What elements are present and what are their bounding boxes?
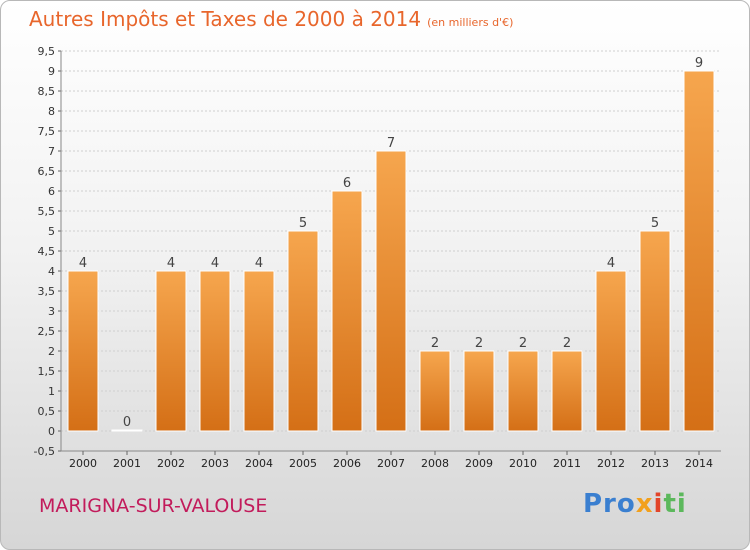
bar-2004 [243, 270, 275, 432]
data-label-2005: 5 [299, 216, 307, 231]
bar-2013 [639, 230, 671, 432]
y-tick-label: 6,5 [38, 165, 56, 178]
y-tick-label: -0,5 [34, 445, 55, 458]
y-tick-label: 4 [48, 265, 55, 278]
data-labels: 4 0 4 4 4 5 6 7 2 2 2 2 4 5 9 [79, 56, 703, 430]
data-label-2008: 2 [431, 336, 439, 351]
y-tick-label: 5,5 [38, 205, 56, 218]
bar-2005 [287, 230, 319, 432]
y-tick-label: 8,5 [38, 85, 56, 98]
commune-name: MARIGNA-SUR-VALOUSE [39, 495, 268, 517]
bar-2000 [67, 270, 99, 432]
data-label-2007: 7 [387, 136, 395, 151]
bar-2011 [551, 350, 583, 432]
x-tick-label-2002: 2002 [157, 457, 185, 470]
x-tick-label-2008: 2008 [421, 457, 449, 470]
logo-part: i [653, 489, 664, 519]
y-tick-label: 2,5 [38, 325, 56, 338]
bar-2003 [199, 270, 231, 432]
data-label-2004: 4 [255, 256, 263, 271]
x-tick-label-2010: 2010 [509, 457, 537, 470]
y-tick-label: 0 [48, 425, 55, 438]
x-tick-label-2014: 2014 [685, 457, 713, 470]
bar-2010 [507, 350, 539, 432]
x-tick-label-2013: 2013 [641, 457, 669, 470]
x-tick-labels: 2000 2001 2002 2003 2004 2005 2006 2007 2008 2009… [69, 457, 713, 470]
y-tick-label: 3 [48, 305, 55, 318]
axes [60, 51, 721, 455]
data-label-2010: 2 [519, 336, 527, 351]
y-tick-label: 2 [48, 345, 55, 358]
y-tick-label: 8 [48, 105, 55, 118]
logo-part: x [635, 489, 654, 519]
y-tick-label: 9 [48, 65, 55, 78]
y-tick-label: 7 [48, 145, 55, 158]
x-tick-label-2003: 2003 [201, 457, 229, 470]
x-tick-label-2005: 2005 [289, 457, 317, 470]
bar-2007 [375, 150, 407, 432]
y-tick-label: 4,5 [38, 245, 56, 258]
x-tick-label-2000: 2000 [69, 457, 97, 470]
data-label-2002: 4 [167, 256, 175, 271]
data-label-2009: 2 [475, 336, 483, 351]
data-label-2013: 5 [651, 216, 659, 231]
chart-title: Autres Impôts et Taxes de 2000 à 2014 (en… [29, 7, 513, 31]
x-tick-label-2009: 2009 [465, 457, 493, 470]
y-tick-label: 1 [48, 385, 55, 398]
data-label-2012: 4 [607, 256, 615, 271]
x-tick-label-2012: 2012 [597, 457, 625, 470]
x-tick-label-2006: 2006 [333, 457, 361, 470]
bar-2014 [683, 70, 715, 432]
bar-2009 [463, 350, 495, 432]
logo-part: ti [663, 489, 687, 519]
x-tick-label-2004: 2004 [245, 457, 273, 470]
data-label-2000: 4 [79, 256, 87, 271]
x-tick-label-2007: 2007 [377, 457, 405, 470]
data-label-2011: 2 [563, 336, 571, 351]
logo-part: Pro [583, 489, 636, 519]
y-tick-labels: -0,5 0 0,5 1 1,5 2 2,5 3 3,5 4 4,5 5 5,5 6 6,5 7 7,5 8 8,5… [34, 45, 55, 458]
bar-2012 [595, 270, 627, 432]
y-tick-label: 7,5 [38, 125, 56, 138]
data-label-2003: 4 [211, 256, 219, 271]
data-label-2001: 0 [123, 415, 131, 430]
y-tick-label: 6 [48, 185, 55, 198]
x-tick-label-2011: 2011 [553, 457, 581, 470]
x-tick-label-2001: 2001 [113, 457, 141, 470]
proxiti-logo[interactable]: Proxiti [583, 489, 687, 519]
y-tick-label: 0,5 [38, 405, 56, 418]
bar-2001 [111, 429, 143, 432]
chart-title-text: Autres Impôts et Taxes de 2000 à 2014 [29, 7, 422, 31]
bar-2006 [331, 190, 363, 432]
bar-2002 [155, 270, 187, 432]
y-tick-label: 1,5 [38, 365, 56, 378]
bars [67, 70, 715, 432]
bar-2008 [419, 350, 451, 432]
data-label-2006: 6 [343, 176, 351, 191]
chart-unit: (en milliers d'€) [427, 16, 514, 29]
y-tick-label: 5 [48, 225, 55, 238]
y-tick-label: 3,5 [38, 285, 56, 298]
y-tick-label: 9,5 [38, 45, 56, 58]
data-label-2014: 9 [695, 56, 703, 71]
